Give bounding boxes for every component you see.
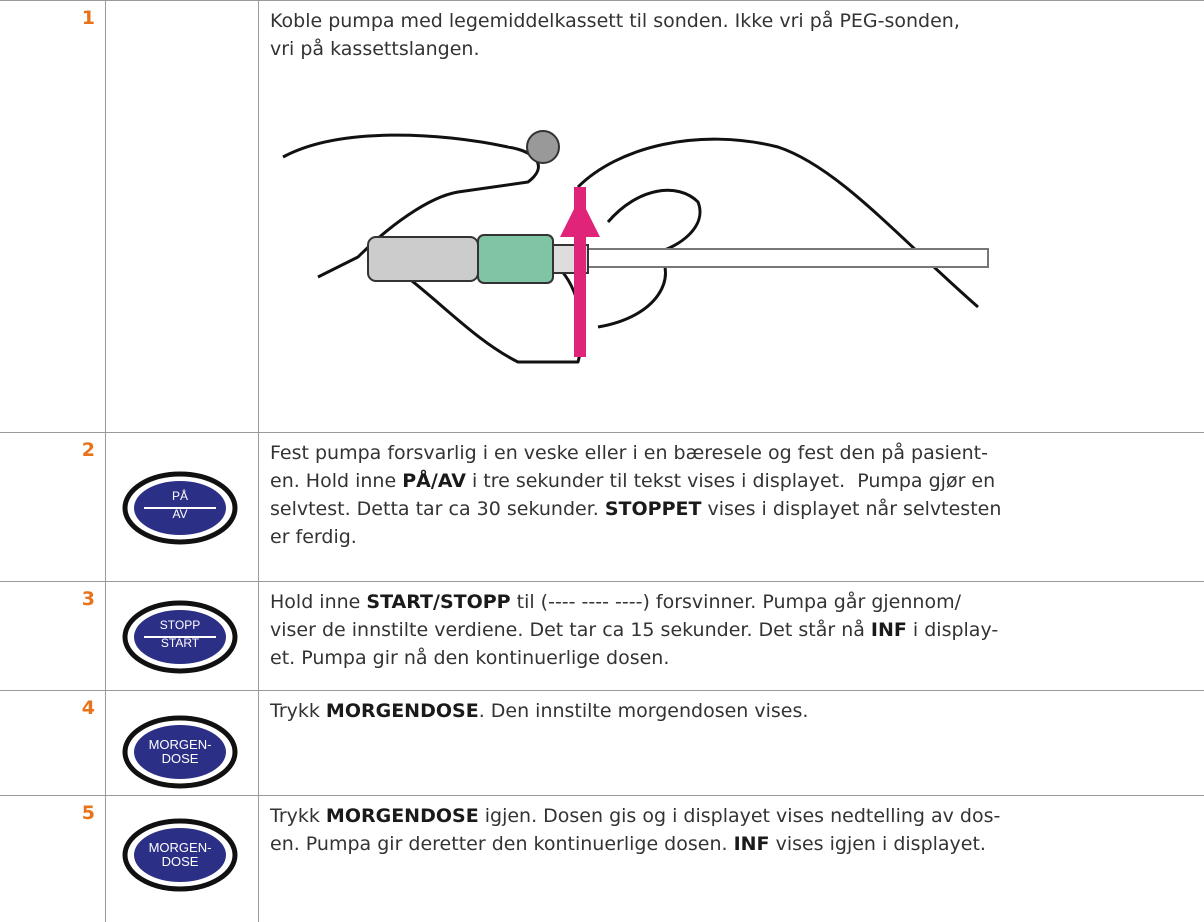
text-span: Koble pumpa med legemiddelkassett til so… — [270, 10, 960, 32]
text-span: Hold inne — [270, 591, 367, 613]
text-span: til (---- ---- ----) forsvinner. Pumpa g… — [510, 591, 961, 613]
text-span: vri på kassettslangen. — [270, 38, 480, 60]
text-span: selvtest. Detta tar ca 30 sekunder. — [270, 498, 605, 520]
column-divider — [258, 433, 259, 581]
text-line: Hold inne START/STOPP til (---- ---- ---… — [270, 588, 998, 616]
pump-button: MORGEN-DOSE — [122, 818, 238, 892]
table-row: 2 Fest pumpa forsvarlig i en veske eller … — [0, 432, 1204, 581]
text-line: Trykk MORGENDOSE. Den innstilte morgendo… — [270, 697, 808, 725]
text-span: et. Pumpa gir nå den kontinuerlige dosen… — [270, 647, 670, 669]
bold-text: START/STOPP — [366, 591, 511, 613]
arrow-head — [560, 197, 600, 237]
text-span: vises igjen i displayet. — [769, 833, 986, 855]
button-label: STOPP — [160, 618, 200, 632]
text-span: vises i displayet når selvtesten — [701, 498, 1002, 520]
step-number: 2 — [81, 439, 95, 461]
column-divider — [105, 796, 106, 922]
text-span: Trykk — [270, 805, 326, 827]
step-text: Trykk MORGENDOSE igjen. Dosen gis og i d… — [270, 802, 1000, 858]
button-label: START — [161, 636, 200, 650]
text-line: er ferdig. — [270, 523, 1001, 551]
text-line: en. Pumpa gir deretter den kontinuerlige… — [270, 830, 1000, 858]
button-label: DOSE — [162, 854, 199, 869]
column-divider — [258, 1, 259, 432]
column-divider — [258, 582, 259, 690]
step-number: 3 — [81, 588, 95, 610]
text-line: Trykk MORGENDOSE igjen. Dosen gis og i d… — [270, 802, 1000, 830]
column-divider — [105, 1, 106, 432]
step-number: 1 — [81, 7, 95, 29]
text-line: Koble pumpa med legemiddelkassett til so… — [270, 7, 960, 35]
column-divider — [105, 582, 106, 690]
text-span: Trykk — [270, 700, 326, 722]
text-span: i tre sekunder til tekst vises i display… — [465, 470, 996, 492]
table-row: 3 Hold inne START/STOPP til (---- ---- --… — [0, 581, 1204, 690]
bold-text: INF — [870, 619, 907, 641]
bold-text: INF — [733, 833, 770, 855]
column-divider — [258, 691, 259, 795]
button-face — [134, 724, 226, 779]
text-span: igjen. Dosen gis og i displayet vises ne… — [478, 805, 1001, 827]
table-row: 4 Trykk MORGENDOSE. Den innstilte morgend… — [0, 690, 1204, 795]
pump-button: STOPP START — [122, 600, 238, 673]
text-span: viser de innstilte verdiene. Det tar ca … — [270, 619, 871, 641]
button-label: MORGEN- — [149, 737, 212, 752]
text-line: en. Hold inne PÅ/AV i tre sekunder til t… — [270, 467, 1001, 495]
text-span: Fest pumpa forsvarlig i en veske eller i… — [270, 442, 988, 464]
cassette-body — [367, 236, 479, 282]
step-number: 5 — [81, 802, 95, 824]
column-divider — [258, 796, 259, 922]
table-row: 5 Trykk MORGENDOSE igjen. Dosen gis og i … — [0, 795, 1204, 922]
step-text: Koble pumpa med legemiddelkassett til so… — [270, 7, 960, 63]
bold-text: PÅ/AV — [402, 470, 466, 492]
text-span: en. Pumpa gir deretter den kontinuerlige… — [270, 833, 734, 855]
button-label: MORGEN- — [149, 840, 212, 855]
text-span: en. Hold inne — [270, 470, 403, 492]
illustration — [282, 130, 989, 364]
button-label: DOSE — [162, 751, 199, 766]
connector — [477, 234, 554, 284]
step-text: Trykk MORGENDOSE. Den innstilte morgendo… — [270, 697, 808, 725]
text-span: i display- — [906, 619, 999, 641]
bold-text: MORGENDOSE — [325, 700, 479, 722]
tube — [587, 248, 989, 268]
step-text: Hold inne START/STOPP til (---- ---- ---… — [270, 588, 998, 672]
column-divider — [105, 433, 106, 581]
pump-button: MORGEN-DOSE — [122, 715, 238, 788]
table-row: 1 Koble pumpa med legemiddelkassett til s… — [0, 0, 1204, 432]
text-span: . Den innstilte morgendosen vises. — [478, 700, 809, 722]
pump-button: PÅ AV — [122, 471, 238, 544]
step-text: Fest pumpa forsvarlig i en veske eller i… — [270, 439, 1001, 551]
cap — [526, 130, 560, 164]
text-line: vri på kassettslangen. — [270, 35, 960, 63]
text-line: Fest pumpa forsvarlig i en veske eller i… — [270, 439, 1001, 467]
text-span: er ferdig. — [270, 526, 357, 548]
text-line: viser de innstilte verdiene. Det tar ca … — [270, 616, 998, 644]
column-divider — [105, 691, 106, 795]
step-number: 4 — [81, 697, 95, 719]
bold-text: MORGENDOSE — [325, 805, 479, 827]
text-line: selvtest. Detta tar ca 30 sekunder. STOP… — [270, 495, 1001, 523]
text-line: et. Pumpa gir nå den kontinuerlige dosen… — [270, 644, 998, 672]
bold-text: STOPPET — [604, 498, 702, 520]
right-hand — [576, 137, 979, 309]
button-label: AV — [172, 507, 187, 521]
button-label: PÅ — [172, 488, 188, 503]
button-face — [134, 828, 226, 882]
